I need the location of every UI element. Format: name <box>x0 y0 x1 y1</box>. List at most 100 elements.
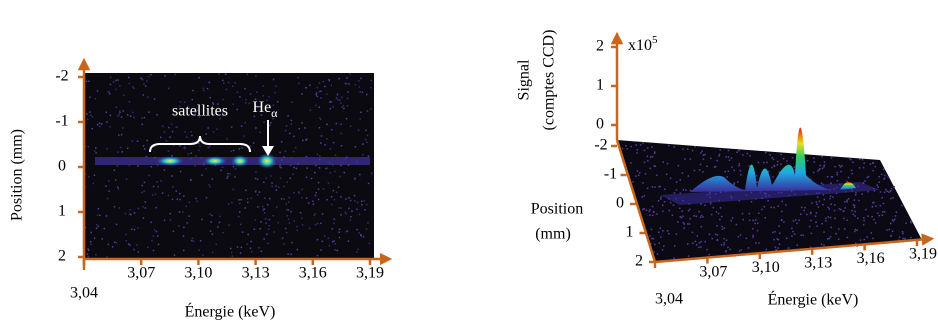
noise-dot <box>232 165 235 168</box>
noise-dot <box>205 133 207 135</box>
noise-dot <box>684 158 686 160</box>
noise-dot <box>182 211 184 213</box>
noise-dot <box>240 125 243 127</box>
noise-dot <box>708 253 711 256</box>
y-tick-label: -2 <box>55 68 68 85</box>
noise-dot <box>287 218 290 220</box>
noise-dot <box>336 94 339 96</box>
noise-dot <box>882 168 885 170</box>
noise-dot <box>846 199 848 201</box>
noise-dot <box>320 97 322 99</box>
noise-dot <box>791 156 794 159</box>
noise-dot <box>781 210 783 213</box>
noise-dot <box>270 175 272 177</box>
noise-dot <box>305 176 308 178</box>
noise-dot <box>298 127 301 130</box>
noise-dot <box>272 104 275 106</box>
noise-dot <box>882 202 885 205</box>
noise-dot <box>673 146 675 148</box>
noise-dot <box>874 222 877 224</box>
noise-dot <box>217 103 219 105</box>
noise-dot <box>128 82 131 85</box>
noise-dot <box>231 255 234 257</box>
noise-dot <box>183 195 185 197</box>
noise-dot <box>230 150 233 153</box>
noise-dot <box>787 247 790 249</box>
noise-dot <box>668 144 670 147</box>
noise-dot <box>879 204 882 207</box>
noise-dot <box>756 229 759 232</box>
noise-dot <box>730 219 732 222</box>
noise-dot <box>129 244 131 246</box>
noise-dot <box>343 171 346 174</box>
noise-dot <box>776 238 778 240</box>
noise-dot <box>329 148 332 150</box>
noise-dot <box>315 164 317 167</box>
noise-dot <box>195 155 197 157</box>
noise-dot <box>752 219 754 222</box>
noise-dot <box>702 171 704 173</box>
noise-dot <box>304 127 306 129</box>
noise-dot <box>754 222 756 225</box>
noise-dot <box>95 253 97 256</box>
noise-dot <box>853 206 856 209</box>
noise-dot <box>340 207 342 209</box>
noise-dot <box>890 187 893 190</box>
noise-dot <box>144 207 147 209</box>
noise-dot <box>347 164 350 166</box>
noise-dot <box>673 245 676 247</box>
noise-dot <box>212 103 215 106</box>
noise-dot <box>245 102 247 104</box>
noise-dot <box>717 212 720 215</box>
noise-dot <box>673 257 675 259</box>
noise-dot <box>823 198 826 201</box>
noise-dot <box>668 209 671 212</box>
noise-dot <box>246 243 248 245</box>
x-tick-label: 3,07 <box>127 265 155 282</box>
noise-dot <box>290 253 292 255</box>
noise-dot <box>348 83 350 85</box>
noise-dot <box>662 230 664 232</box>
noise-dot <box>851 209 853 212</box>
noise-dot <box>153 98 156 100</box>
noise-dot <box>86 113 88 115</box>
noise-dot <box>654 165 657 167</box>
noise-dot <box>322 188 325 190</box>
noise-dot <box>818 200 821 203</box>
noise-dot <box>861 158 864 161</box>
noise-dot <box>650 228 653 231</box>
noise-dot <box>347 240 350 242</box>
noise-dot <box>758 212 760 214</box>
noise-dot <box>113 241 116 243</box>
noise-dot <box>88 176 90 178</box>
noise-dot <box>201 218 203 221</box>
noise-dot <box>190 152 192 155</box>
noise-dot <box>723 227 726 229</box>
noise-dot <box>345 117 348 120</box>
noise-dot <box>780 153 782 156</box>
noise-dot <box>211 178 214 180</box>
noise-dot <box>809 212 812 215</box>
noise-dot <box>723 242 725 244</box>
noise-dot <box>287 209 290 211</box>
noise-dot <box>310 177 313 180</box>
noise-dot <box>117 79 119 81</box>
noise-dot <box>167 87 170 90</box>
noise-dot <box>659 227 662 230</box>
noise-dot <box>315 92 318 94</box>
noise-dot <box>128 164 131 167</box>
noise-dot <box>738 149 740 152</box>
noise-dot <box>263 121 265 124</box>
noise-dot <box>90 231 93 234</box>
noise-dot <box>370 172 373 175</box>
noise-dot <box>118 113 120 116</box>
noise-dot <box>866 236 868 238</box>
noise-dot <box>803 209 806 212</box>
noise-dot <box>769 154 771 156</box>
noise-dot <box>827 216 829 218</box>
noise-dot <box>777 238 780 241</box>
noise-dot <box>838 164 841 167</box>
noise-dot <box>201 174 203 176</box>
noise-dot <box>266 99 268 102</box>
noise-dot <box>142 94 145 96</box>
